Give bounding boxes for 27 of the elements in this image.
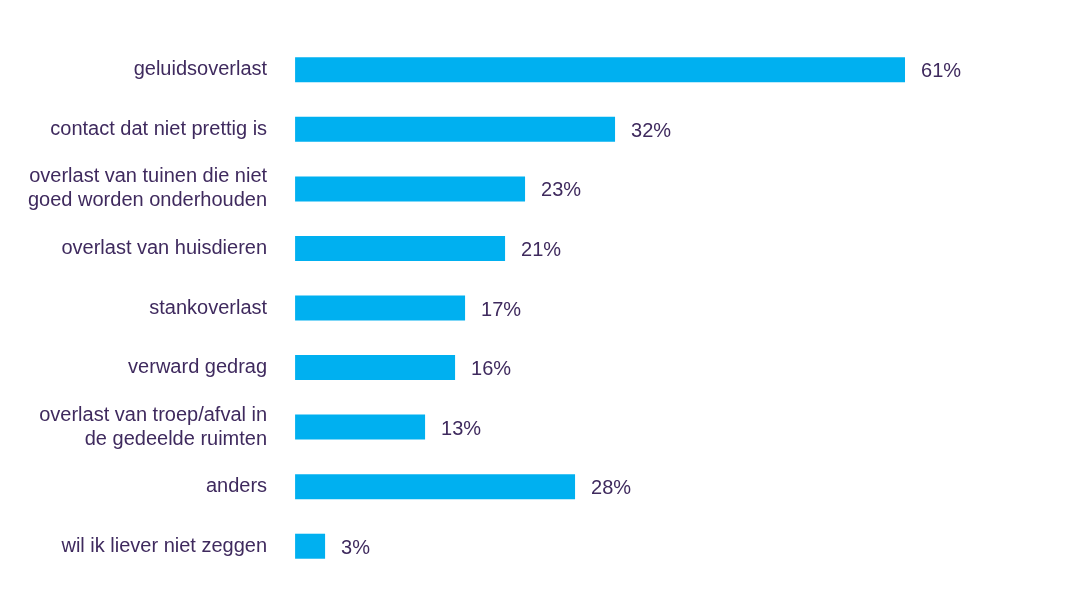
y-tick-label: geluidsoverlast — [133, 57, 268, 80]
data-label: 16% — [471, 357, 512, 380]
data-label: 28% — [591, 476, 632, 499]
y-tick-label: stankoverlast — [149, 295, 268, 318]
y-tick-label: overlast van tuinen die niet goed worden onderhouden — [28, 164, 268, 211]
bar — [295, 533, 326, 559]
bar — [295, 235, 506, 261]
data-label: 17% — [481, 297, 522, 320]
y-tick-label: verward gedrag — [128, 355, 268, 378]
y-tick-label: contact dat niet prettig is — [50, 116, 268, 139]
y-tick-label: anders — [205, 474, 268, 497]
data-label: 13% — [441, 416, 482, 439]
bar — [295, 414, 426, 440]
data-label: 32% — [631, 118, 672, 141]
bar — [295, 355, 456, 381]
bar — [295, 295, 466, 321]
y-tick-label: overlast van huisdieren — [61, 235, 268, 258]
bar — [295, 57, 906, 83]
data-label: 3% — [341, 535, 371, 558]
data-label: 61% — [921, 59, 962, 82]
bar — [295, 474, 576, 500]
data-label: 23% — [541, 178, 582, 201]
bar — [295, 176, 526, 202]
bar — [295, 116, 616, 142]
data-label: 21% — [521, 237, 562, 260]
y-tick-label: overlast van troep/afval in de gedeelde ruimten — [39, 402, 268, 449]
y-tick-label: wil ik liever niet zeggen — [60, 533, 268, 556]
